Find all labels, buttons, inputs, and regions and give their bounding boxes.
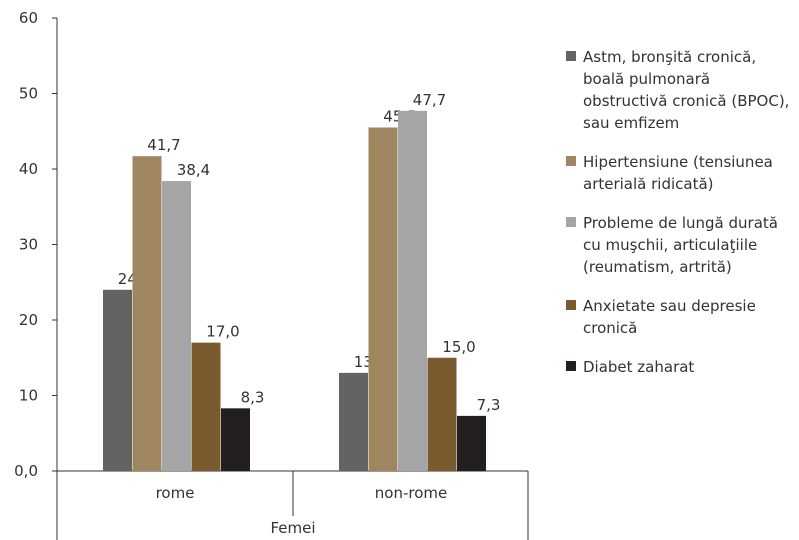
legend-item: Astm, bronşită cronică, boală pulmonară … (566, 46, 798, 134)
y-tick-label: 20 (19, 311, 38, 329)
data-label: 15,0 (442, 338, 475, 356)
group-label: Femei (270, 519, 316, 537)
legend-swatch (566, 217, 576, 227)
legend-swatch (566, 361, 576, 371)
data-label: 7,3 (477, 396, 501, 414)
legend-item: Diabet zaharat (566, 356, 798, 378)
legend-item: Probleme de lungă durată cu muşchii, art… (566, 212, 798, 278)
legend-swatch (566, 300, 576, 310)
legend: Astm, bronşită cronică, boală pulmonară … (566, 46, 798, 395)
legend-item: Hipertensiune (tensiunea arterială ridic… (566, 151, 798, 195)
legend-label: Hipertensiune (tensiunea arterială ridic… (583, 153, 773, 193)
bar (339, 372, 368, 471)
y-tick-label: 50 (19, 85, 38, 103)
bar (427, 357, 457, 471)
bar (221, 408, 250, 471)
y-tick-label: 30 (19, 236, 38, 254)
data-label: 47,7 (413, 91, 446, 109)
bar (103, 289, 132, 471)
data-label: 17,0 (206, 323, 239, 341)
y-tick-label: 40 (19, 160, 38, 178)
legend-swatch (566, 51, 576, 61)
x-tick-label: non-rome (375, 484, 447, 502)
bar (398, 110, 427, 472)
y-tick-label: 0,0 (14, 462, 38, 480)
bar (368, 127, 398, 471)
legend-swatch (566, 156, 576, 166)
legend-label: Astm, bronşită cronică, boală pulmonară … (583, 48, 790, 132)
bar-chart: 0,010203040506024,013,041,745,538,447,71… (14, 9, 529, 540)
bar (457, 415, 486, 471)
x-tick-label: rome (156, 484, 195, 502)
bar (191, 342, 221, 471)
bar (162, 181, 191, 471)
y-tick-label: 60 (19, 9, 38, 27)
data-label: 41,7 (147, 136, 180, 154)
data-label: 38,4 (177, 161, 210, 179)
legend-label: Probleme de lungă durată cu muşchii, art… (583, 214, 778, 276)
y-tick-label: 10 (19, 387, 38, 405)
legend-label: Diabet zaharat (583, 358, 695, 376)
legend-item: Anxietate sau depresie cronică (566, 295, 798, 339)
bar (132, 156, 162, 472)
legend-label: Anxietate sau depresie cronică (583, 297, 756, 337)
data-label: 8,3 (241, 388, 265, 406)
